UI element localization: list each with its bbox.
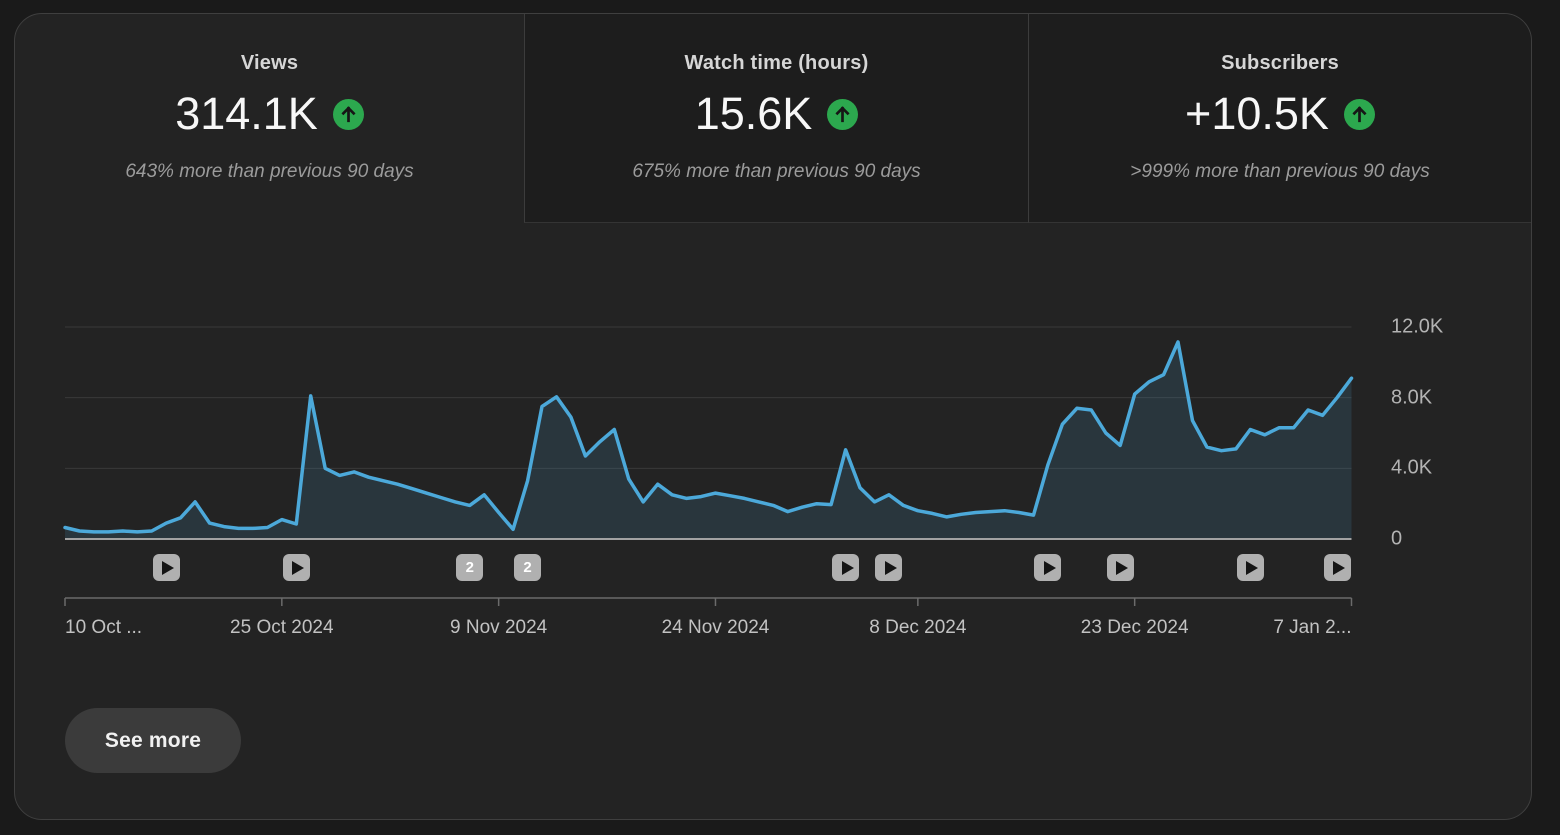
metric-tab-bar: Views 314.1K 643% more than previous 90 … bbox=[15, 14, 1531, 223]
x-axis-ticks bbox=[64, 598, 1353, 606]
x-axis-label: 7 Jan 2... bbox=[1273, 617, 1352, 638]
chart-area-fill bbox=[65, 342, 1352, 539]
metric-comparison: 675% more than previous 90 days bbox=[632, 161, 921, 182]
video-marker-play[interactable] bbox=[152, 554, 180, 581]
tab-watch-time[interactable]: Watch time (hours) 15.6K 675% more than … bbox=[524, 14, 1029, 223]
chart-gridlines bbox=[65, 326, 1352, 469]
x-axis-label: 10 Oct ... bbox=[65, 617, 143, 638]
metric-label: Views bbox=[240, 52, 299, 74]
metric-label: Subscribers bbox=[1221, 52, 1339, 74]
y-axis-label: 4.0K bbox=[1391, 456, 1433, 479]
metric-value: 15.6K bbox=[694, 88, 813, 139]
trend-up-icon bbox=[332, 98, 364, 130]
play-icon bbox=[1333, 560, 1346, 575]
video-marker-play[interactable] bbox=[1034, 554, 1062, 581]
video-marker-play[interactable] bbox=[1236, 554, 1264, 581]
metric-comparison: 643% more than previous 90 days bbox=[125, 161, 414, 182]
x-axis-label: 8 Dec 2024 bbox=[869, 617, 967, 638]
y-axis-label: 0 bbox=[1391, 527, 1403, 550]
y-axis-label: 8.0K bbox=[1391, 386, 1433, 409]
play-icon bbox=[1043, 560, 1056, 575]
play-icon bbox=[292, 560, 305, 575]
analytics-card: Views 314.1K 643% more than previous 90 … bbox=[14, 13, 1532, 820]
tab-views[interactable]: Views 314.1K 643% more than previous 90 … bbox=[15, 14, 524, 223]
tab-subscribers[interactable]: Subscribers +10.5K >999% more than previ… bbox=[1029, 14, 1531, 223]
video-marker-play[interactable] bbox=[832, 554, 860, 581]
play-icon bbox=[1246, 560, 1259, 575]
metric-value: +10.5K bbox=[1185, 88, 1329, 139]
x-axis-label: 9 Nov 2024 bbox=[450, 617, 548, 638]
play-icon bbox=[841, 560, 854, 575]
x-axis-label: 25 Oct 2024 bbox=[230, 617, 334, 638]
play-icon bbox=[162, 560, 175, 575]
play-icon bbox=[884, 560, 897, 575]
metric-comparison: >999% more than previous 90 days bbox=[1130, 161, 1430, 182]
video-marker-play[interactable] bbox=[875, 554, 903, 581]
video-marker-play[interactable] bbox=[1323, 554, 1351, 581]
x-axis-label: 23 Dec 2024 bbox=[1080, 617, 1189, 638]
chart-line bbox=[63, 340, 1354, 534]
x-axis-label: 24 Nov 2024 bbox=[661, 617, 770, 638]
trend-up-icon bbox=[1343, 98, 1375, 130]
metric-label: Watch time (hours) bbox=[684, 52, 869, 74]
video-marker-count[interactable]: 2 bbox=[514, 554, 542, 581]
play-icon bbox=[1116, 560, 1129, 575]
trend-up-icon bbox=[827, 98, 859, 130]
video-marker-play[interactable] bbox=[282, 554, 310, 581]
video-count-label: 2 bbox=[465, 559, 474, 576]
see-more-button[interactable]: See more bbox=[65, 708, 241, 773]
video-marker-count[interactable]: 2 bbox=[456, 554, 484, 581]
video-marker-play[interactable] bbox=[1106, 554, 1134, 581]
metric-value: 314.1K bbox=[175, 88, 318, 139]
views-line-chart bbox=[63, 326, 1354, 606]
video-count-label: 2 bbox=[523, 559, 532, 576]
y-axis-label: 12.0K bbox=[1391, 315, 1444, 338]
